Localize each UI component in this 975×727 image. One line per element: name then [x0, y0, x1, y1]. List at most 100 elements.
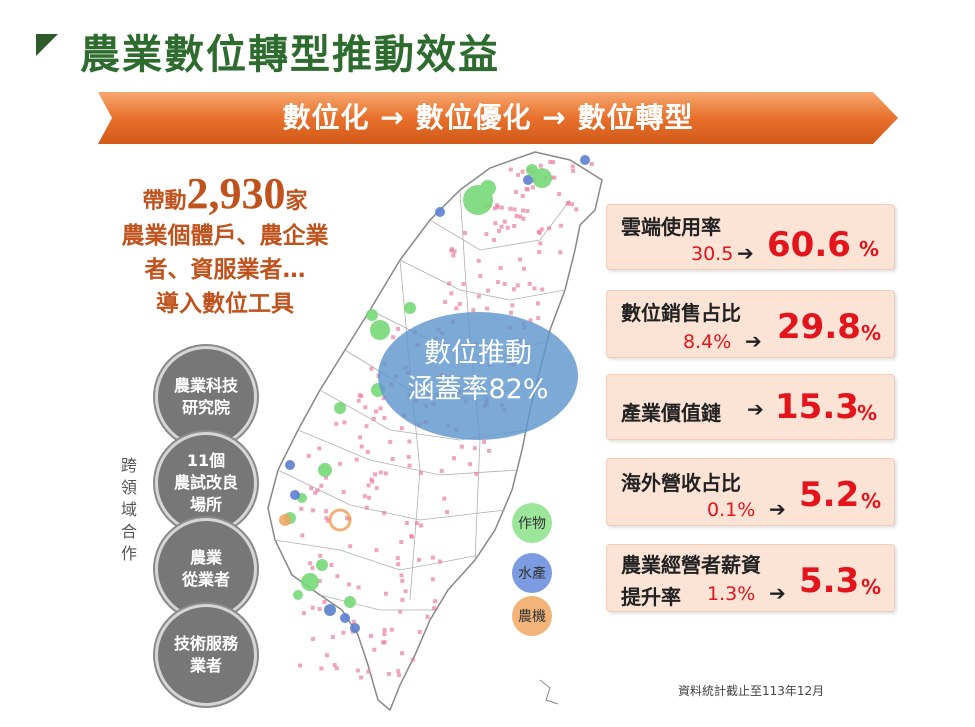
- pink-dot: [495, 280, 500, 285]
- pink-dot: [559, 223, 563, 228]
- pink-dot: [399, 426, 404, 431]
- pink-dot: [454, 306, 459, 311]
- pink-dot: [525, 209, 530, 214]
- pink-dot: [369, 366, 374, 371]
- stat-box: 產業價值鏈 ➔ 15.3 %: [606, 374, 895, 440]
- pink-dot: [395, 556, 400, 561]
- pink-dot: [378, 406, 383, 411]
- pink-dot: [382, 415, 387, 420]
- pink-dot: [570, 164, 575, 169]
- crop-dot: [480, 180, 496, 196]
- pink-dot: [403, 589, 408, 594]
- pink-dot: [528, 318, 533, 323]
- pink-dot: [399, 540, 404, 544]
- pink-dot: [329, 563, 334, 567]
- pink-dot: [319, 666, 324, 671]
- pink-dot: [369, 633, 373, 638]
- pink-dot: [551, 160, 556, 165]
- pink-dot: [417, 557, 421, 562]
- aqua-dot: [324, 604, 336, 616]
- pink-dot: [391, 335, 396, 340]
- pink-dot: [311, 508, 315, 513]
- pink-dot: [317, 606, 322, 611]
- stat-to: 60.6: [767, 225, 851, 265]
- coverage-line2: 涵蓋率82%: [407, 374, 549, 405]
- pink-dot: [399, 573, 404, 578]
- pink-dot: [527, 281, 532, 286]
- pink-dot: [463, 230, 467, 235]
- pink-dot: [373, 472, 377, 477]
- title-marker: [36, 34, 58, 56]
- pink-dot: [365, 449, 370, 454]
- pink-dot: [409, 534, 414, 539]
- pink-dot: [485, 306, 489, 311]
- pink-dot: [518, 257, 523, 262]
- pink-dot: [515, 283, 520, 288]
- pink-dot: [574, 207, 579, 212]
- pink-dot: [547, 226, 552, 231]
- pink-dot: [438, 559, 442, 564]
- stat-to: 15.3: [775, 387, 859, 427]
- coverage-oval: [378, 312, 578, 440]
- stat-to: 29.8: [777, 307, 861, 347]
- pink-dot: [442, 496, 447, 501]
- cross-domain-label: 跨領域合作: [120, 456, 137, 563]
- pink-dot: [537, 250, 542, 255]
- legend-crop: 作物: [512, 503, 552, 543]
- pink-dot: [536, 301, 540, 306]
- legend-machinery: 農機: [512, 596, 552, 636]
- pink-dot: [374, 548, 379, 553]
- pink-dot: [452, 249, 457, 254]
- stat-box: 數位銷售占比 8.4% ➔ 29.8 %: [606, 290, 895, 358]
- pink-dot: [344, 516, 349, 521]
- pink-dot: [425, 614, 430, 619]
- pink-dot: [398, 609, 403, 614]
- aqua-dot: [290, 490, 300, 500]
- crop-dot-layer: [284, 164, 552, 608]
- pink-dot: [334, 666, 339, 671]
- pink-dot: [407, 439, 412, 444]
- pink-dot: [476, 258, 481, 263]
- arrow-icon: ➔: [769, 497, 786, 521]
- pink-dot: [311, 637, 315, 642]
- pink-dot: [508, 167, 513, 172]
- pink-dot: [524, 187, 529, 191]
- crop-dot: [318, 463, 332, 477]
- pink-dot: [486, 288, 491, 293]
- pink-dot: [348, 544, 353, 549]
- pink-dot: [367, 495, 372, 500]
- page-title: 農業數位轉型推動效益: [80, 32, 500, 78]
- pink-dot: [298, 663, 303, 668]
- pink-dot: [372, 647, 377, 652]
- pink-dot: [471, 308, 476, 313]
- pink-dot: [396, 562, 401, 567]
- machinery-dot: [279, 514, 291, 526]
- pink-dot: [317, 446, 322, 451]
- pink-dot: [351, 619, 356, 624]
- pink-dot: [313, 490, 318, 495]
- stat-unit: %: [859, 237, 880, 261]
- island-outline: [539, 679, 559, 705]
- pink-dot: [514, 190, 519, 195]
- pink-dot: [505, 225, 510, 230]
- stat-from: 0.1%: [707, 499, 756, 521]
- pink-dot: [521, 266, 526, 271]
- pink-dot: [326, 518, 330, 523]
- pink-dot: [374, 409, 378, 414]
- pink-dot: [396, 326, 401, 331]
- pink-dot: [502, 219, 507, 224]
- pink-dot: [386, 672, 391, 676]
- pink-dot: [362, 494, 367, 499]
- stat-unit: %: [861, 321, 882, 345]
- pink-dot: [407, 463, 412, 468]
- stat-unit: %: [857, 401, 878, 425]
- pink-dot: [369, 477, 374, 482]
- pink-dot: [498, 266, 503, 271]
- pink-dot: [322, 600, 327, 604]
- pink-dot: [512, 224, 517, 228]
- stat-label: 農業經營者薪資: [621, 553, 761, 577]
- pink-dot: [317, 579, 322, 583]
- impact-number: 2,930: [186, 169, 286, 218]
- pink-dot: [521, 216, 526, 221]
- pink-dot: [432, 606, 437, 611]
